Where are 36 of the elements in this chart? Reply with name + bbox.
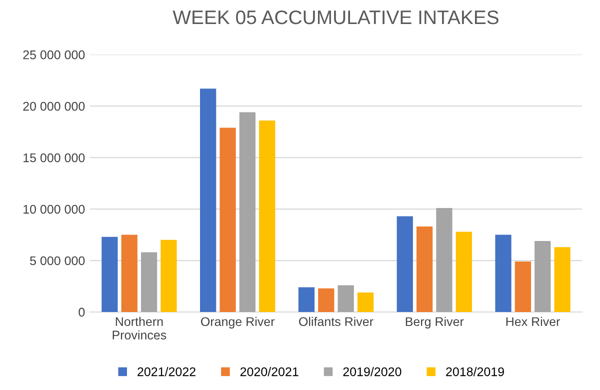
chart-title: WEEK 05 ACCUMULATIVE INTAKES bbox=[172, 10, 498, 24]
y-tick-label: 20 000 000 bbox=[23, 102, 85, 111]
bar bbox=[456, 232, 472, 312]
y-tick-label: 15 000 000 bbox=[24, 153, 85, 162]
bar bbox=[239, 112, 256, 312]
bar bbox=[554, 247, 570, 312]
bar bbox=[396, 216, 413, 312]
bar bbox=[259, 120, 276, 312]
y-tick-label: 0 bbox=[78, 308, 85, 317]
x-tick-label: Berg River bbox=[406, 316, 464, 329]
y-tick-label: 5 000 000 bbox=[30, 256, 85, 266]
x-tick-label: Northern Provinces bbox=[112, 316, 166, 340]
legend-label: 2019/2020 bbox=[343, 367, 402, 376]
x-tick-label: Orange River bbox=[201, 316, 275, 329]
y-tick-label: 10 000 000 bbox=[24, 204, 85, 214]
x-tick-label: Hex River bbox=[506, 316, 560, 326]
legend-label: 2021/2022 bbox=[138, 367, 196, 376]
bar bbox=[140, 252, 158, 312]
bar bbox=[338, 285, 354, 312]
x-tick-label: Olifants River bbox=[299, 316, 374, 326]
bar bbox=[416, 226, 433, 312]
bar bbox=[298, 287, 315, 312]
bar bbox=[220, 128, 236, 312]
bar bbox=[121, 234, 138, 312]
bar bbox=[318, 288, 334, 312]
bar bbox=[102, 236, 118, 312]
bar bbox=[200, 88, 216, 312]
bar bbox=[160, 240, 177, 312]
bar bbox=[357, 292, 374, 312]
bar bbox=[514, 262, 532, 312]
y-tick-label: 25 000 000 bbox=[23, 50, 85, 60]
legend-label: 2020/2021 bbox=[240, 367, 298, 376]
bar bbox=[436, 208, 452, 312]
bar bbox=[495, 234, 512, 312]
legend-label: 2018/2019 bbox=[446, 367, 504, 376]
bar bbox=[534, 240, 551, 312]
